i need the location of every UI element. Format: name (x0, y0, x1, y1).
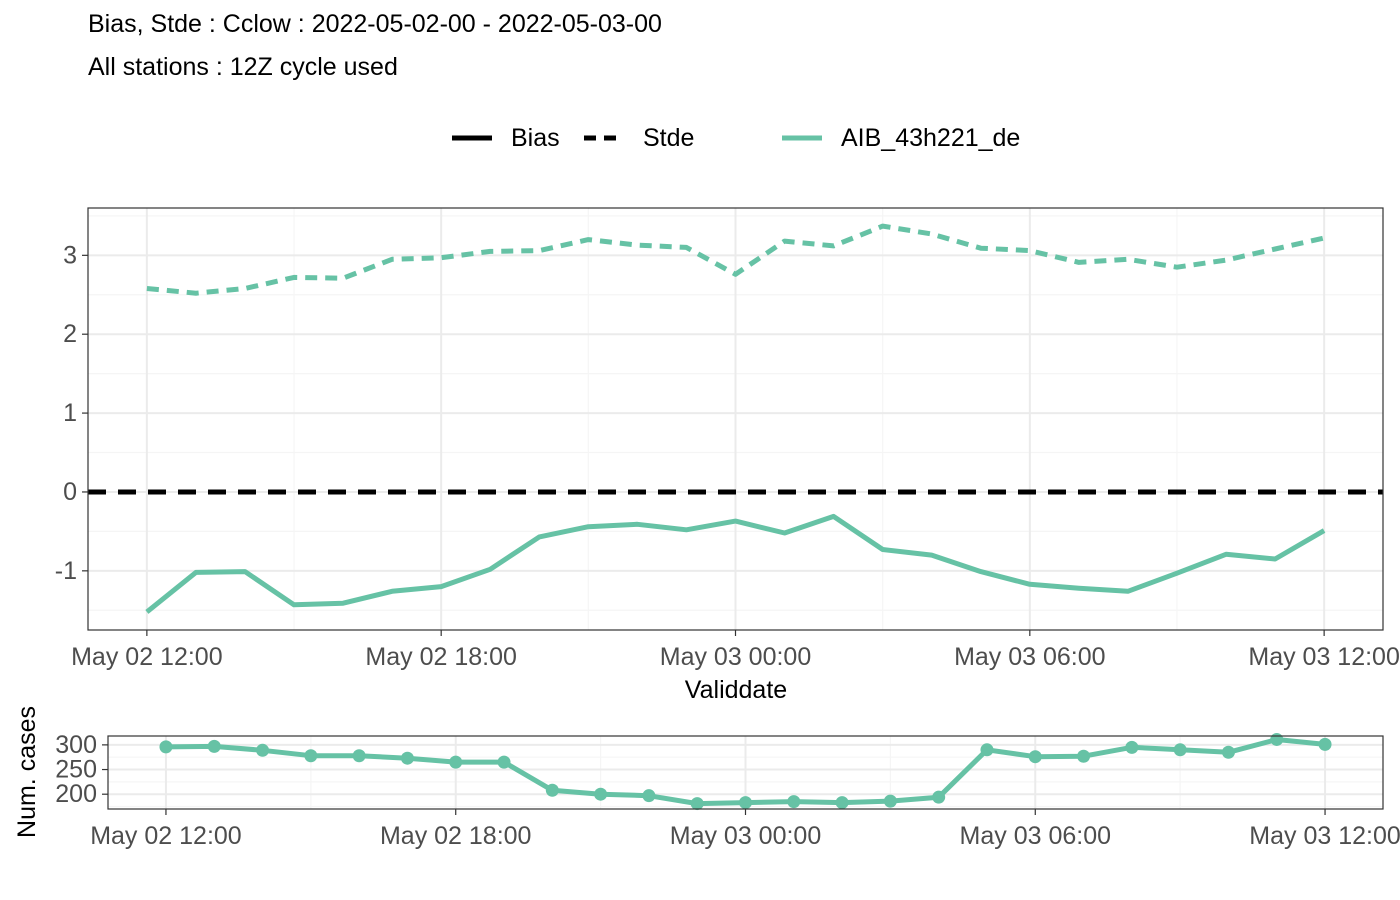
legend-label-model: AIB_43h221_de (841, 124, 1020, 152)
chart-title: Bias, Stde : Cclow : 2022-05-02-00 - 202… (88, 10, 662, 38)
x-tick-label: May 02 18:00 (365, 643, 517, 671)
y-tick-label: 2 (63, 320, 77, 348)
data-point (1173, 743, 1187, 757)
data-point (449, 755, 463, 769)
data-point (1077, 749, 1091, 763)
legend-label-bias: Bias (511, 124, 560, 152)
legend-label-stde: Stde (643, 124, 694, 152)
data-point (159, 740, 173, 754)
x-tick-label: May 03 00:00 (670, 822, 822, 850)
x-tick-label: May 02 18:00 (380, 822, 532, 850)
x-tick-label: May 03 06:00 (960, 822, 1112, 850)
cases-y-axis-label: Num. cases (13, 706, 41, 838)
x-tick-label: May 03 12:00 (1249, 822, 1400, 850)
data-point (1028, 750, 1042, 764)
main-series (88, 223, 1383, 614)
cases-x-axis: May 02 12:00 May 02 18:00 May 03 00:00 May … (90, 809, 1400, 850)
x-tick-label: May 03 12:00 (1248, 643, 1400, 671)
y-tick-label: 300 (55, 731, 97, 759)
data-point (594, 787, 608, 801)
x-tick-label: May 02 12:00 (90, 822, 242, 850)
y-tick-label: 200 (55, 780, 97, 808)
data-point (835, 796, 849, 810)
x-tick-label: May 03 00:00 (660, 643, 812, 671)
chart-subtitle: All stations : 12Z cycle used (88, 53, 398, 81)
main-y-axis: -1 0 1 2 3 (55, 241, 88, 585)
data-point (932, 790, 946, 804)
data-point (787, 795, 801, 809)
data-point (1318, 737, 1332, 751)
x-tick-label: May 02 12:00 (71, 643, 223, 671)
main-x-axis: May 02 12:00 May 02 18:00 May 03 00:00 May … (71, 630, 1400, 671)
data-point (207, 739, 221, 753)
series-line-bias (145, 513, 1326, 614)
data-point (545, 783, 559, 797)
y-tick-label: -1 (55, 557, 77, 585)
y-tick-label: 0 (63, 478, 77, 506)
data-point (1221, 745, 1235, 759)
main-grid (88, 208, 1383, 630)
data-point (352, 749, 366, 763)
main-plot-panel: -1 0 1 2 3 May 02 12:00 May 02 18:00 May 03 00… (55, 207, 1400, 704)
y-tick-label: 1 (63, 399, 77, 427)
data-point (256, 743, 270, 757)
data-point (497, 755, 511, 769)
legend: Bias Stde AIB_43h221_de (452, 124, 1020, 152)
data-point (1125, 740, 1139, 754)
y-tick-label: 250 (55, 756, 97, 784)
series-line-stde (146, 223, 1325, 296)
data-point (304, 749, 318, 763)
data-point (400, 751, 414, 765)
x-tick-label: May 03 06:00 (954, 643, 1106, 671)
data-point (739, 796, 752, 810)
data-point (883, 794, 897, 808)
y-tick-label: 3 (63, 241, 77, 269)
data-point (980, 743, 994, 757)
main-x-axis-label: Validdate (685, 676, 787, 704)
data-point (1270, 732, 1284, 746)
data-point (690, 797, 704, 811)
data-point (642, 789, 656, 803)
